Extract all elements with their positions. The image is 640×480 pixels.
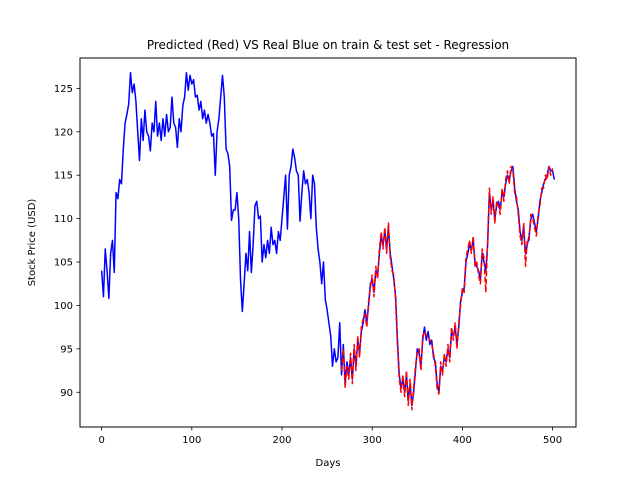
y-tick-label: 125 (54, 84, 73, 95)
y-tick-label: 115 (54, 171, 73, 182)
y-tick-label: 105 (54, 258, 73, 269)
x-tick-label: 300 (363, 435, 382, 446)
plot-frame (79, 57, 577, 428)
series-line-1 (340, 165, 554, 411)
y-tick-label: 110 (54, 214, 73, 225)
x-tick-label: 400 (453, 435, 472, 446)
x-tick-label: 100 (182, 435, 201, 446)
chart-title: Predicted (Red) VS Real Blue on train & … (147, 38, 509, 52)
x-tick-label: 200 (272, 435, 291, 446)
x-tick-label: 500 (543, 435, 562, 446)
x-axis: 0 100 200 300 400 500 (98, 427, 562, 446)
x-tick-label: 0 (98, 435, 104, 446)
y-tick-label: 100 (54, 301, 73, 312)
y-axis: 90 95 100 105 110 115 120 125 (54, 84, 80, 399)
y-tick-label: 90 (60, 388, 73, 399)
y-tick-label: 120 (54, 127, 73, 138)
y-axis-label: Stock Price (USD) (27, 199, 38, 287)
series-layer (100, 72, 556, 411)
y-tick-label: 95 (60, 344, 73, 355)
x-axis-label: Days (316, 458, 341, 469)
